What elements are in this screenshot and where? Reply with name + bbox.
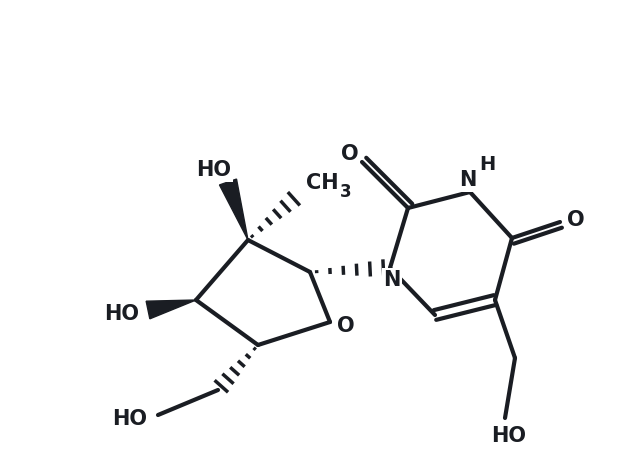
Text: HO: HO	[104, 304, 140, 324]
Text: O: O	[567, 210, 585, 230]
Text: O: O	[337, 316, 355, 336]
Text: HO: HO	[492, 426, 527, 446]
Text: HO: HO	[113, 409, 147, 429]
Text: 3: 3	[340, 183, 352, 201]
Text: H: H	[479, 156, 495, 174]
Text: CH: CH	[306, 173, 339, 193]
Polygon shape	[220, 179, 248, 240]
Text: N: N	[460, 170, 477, 190]
Text: O: O	[341, 144, 359, 164]
Polygon shape	[146, 300, 196, 319]
Text: N: N	[383, 270, 401, 290]
Text: HO: HO	[196, 160, 232, 180]
